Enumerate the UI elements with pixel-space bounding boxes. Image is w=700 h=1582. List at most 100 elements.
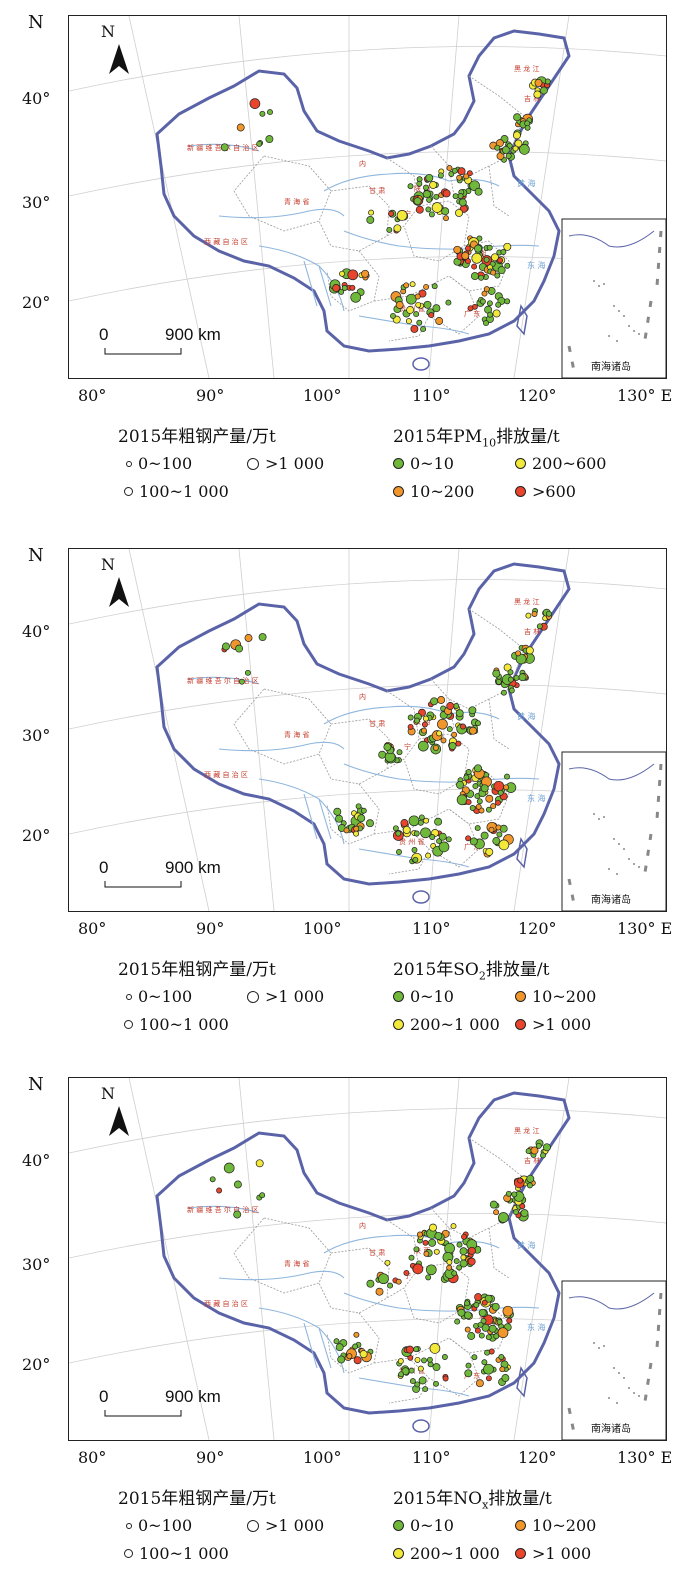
svg-text:西 藏 自 治 区: 西 藏 自 治 区 bbox=[204, 770, 248, 779]
plant-point bbox=[418, 814, 425, 821]
svg-text:黄 海: 黄 海 bbox=[517, 1240, 536, 1250]
svg-text:陕 西: 陕 西 bbox=[414, 1246, 430, 1255]
plant-point bbox=[420, 827, 431, 839]
province-boundaries bbox=[233, 1137, 525, 1404]
plant-point bbox=[397, 1358, 404, 1365]
scale-distance: 900 km bbox=[165, 325, 221, 344]
plant-point bbox=[463, 774, 470, 781]
plant-point bbox=[451, 1270, 458, 1277]
plant-point bbox=[426, 196, 433, 203]
plant-point bbox=[445, 299, 452, 306]
plant-point bbox=[507, 669, 514, 676]
emission-class-4: >600 bbox=[515, 482, 576, 501]
lat-label-20: 20° bbox=[22, 1355, 51, 1374]
plant-point bbox=[465, 1362, 472, 1369]
plant-point bbox=[395, 1278, 402, 1285]
plant-point bbox=[420, 326, 427, 333]
south-china-sea-inset bbox=[561, 218, 666, 378]
north-arrow-icon bbox=[109, 577, 129, 607]
plant-point bbox=[475, 720, 481, 727]
plant-point bbox=[455, 709, 464, 718]
plant-point bbox=[458, 198, 467, 207]
svg-text:黑 龙 江: 黑 龙 江 bbox=[514, 597, 539, 606]
plant-point bbox=[485, 1375, 492, 1382]
lon-label-120: 120° bbox=[518, 1448, 557, 1467]
plant-point bbox=[366, 1279, 375, 1288]
plant-point bbox=[459, 1259, 468, 1268]
plant-point bbox=[453, 703, 460, 709]
plant-point bbox=[416, 1231, 423, 1238]
plant-point bbox=[428, 1238, 437, 1247]
plant-point bbox=[267, 109, 273, 116]
svg-text:西 藏 自 治 区: 西 藏 自 治 区 bbox=[204, 237, 248, 246]
plant-point bbox=[366, 215, 375, 224]
plant-point bbox=[441, 1354, 448, 1360]
svg-text:吉 林: 吉 林 bbox=[524, 94, 540, 103]
rivers bbox=[188, 676, 540, 868]
map-panel-1: N 40° 30° 20° bbox=[0, 0, 700, 520]
plant-point bbox=[474, 244, 482, 253]
province-labels: 新 疆 维 吾 尔 自 治 区 西 藏 自 治 区 青 海 省 内 甘 肃 宁 … bbox=[187, 64, 540, 318]
plant-point bbox=[503, 784, 510, 791]
plant-point bbox=[471, 263, 478, 270]
emission-class-2: 10~200 bbox=[515, 1516, 596, 1535]
plant-point bbox=[353, 1356, 362, 1365]
plant-point bbox=[421, 1357, 427, 1364]
plant-point bbox=[414, 293, 421, 300]
plant-point bbox=[474, 764, 482, 773]
plant-point bbox=[355, 803, 362, 810]
medium-circle-icon bbox=[124, 1549, 133, 1558]
plant-point bbox=[497, 1327, 509, 1339]
plant-point bbox=[378, 1273, 389, 1285]
plant-point bbox=[416, 176, 423, 183]
plant-point bbox=[335, 1343, 344, 1352]
lat-label-40: 40° bbox=[22, 622, 51, 641]
plant-point bbox=[352, 1343, 359, 1350]
north-arrow-label: N bbox=[101, 555, 115, 574]
plant-point bbox=[477, 1321, 484, 1328]
north-arrow-icon bbox=[109, 1106, 129, 1136]
lon-label-80: 80° bbox=[78, 1448, 107, 1467]
svg-text:黄 海: 黄 海 bbox=[517, 711, 536, 721]
small-circle-icon bbox=[126, 460, 132, 467]
plant-point bbox=[426, 1356, 433, 1363]
plant-point bbox=[478, 1308, 487, 1317]
plant-point bbox=[349, 284, 356, 291]
plant-point bbox=[467, 1332, 476, 1340]
lon-label-90: 90° bbox=[196, 919, 225, 938]
plant-point bbox=[425, 173, 434, 182]
inset-label: 南海诸岛 bbox=[591, 1424, 631, 1435]
plant-point bbox=[220, 143, 229, 152]
plant-point bbox=[498, 1212, 509, 1223]
plant-point bbox=[474, 1327, 481, 1334]
plant-point bbox=[422, 190, 431, 199]
svg-text:青 海 省: 青 海 省 bbox=[284, 197, 309, 206]
plant-point bbox=[490, 253, 499, 262]
plant-point bbox=[423, 817, 430, 824]
plant-point bbox=[501, 1374, 510, 1382]
svg-text:黑 龙 江: 黑 龙 江 bbox=[514, 1126, 539, 1135]
plant-point bbox=[470, 272, 479, 281]
scale-zero: 0 bbox=[99, 325, 109, 344]
lon-label-110: 110° bbox=[412, 919, 451, 938]
plant-point bbox=[431, 202, 443, 213]
plant-point bbox=[499, 1366, 506, 1373]
plant-point bbox=[407, 183, 414, 190]
plant-point bbox=[474, 187, 483, 196]
plant-point bbox=[463, 1311, 472, 1320]
svg-text:广 东: 广 东 bbox=[464, 309, 480, 318]
plant-point bbox=[259, 1192, 266, 1199]
lon-label-110: 110° bbox=[412, 1448, 451, 1467]
north-arrow-icon bbox=[109, 44, 129, 74]
plant-point bbox=[456, 780, 464, 789]
svg-text:陕 西: 陕 西 bbox=[414, 184, 430, 193]
plant-point bbox=[536, 623, 543, 630]
plant-point bbox=[526, 1182, 533, 1189]
plant-point bbox=[500, 689, 507, 696]
plant-point bbox=[440, 737, 447, 744]
lon-label-100: 100° bbox=[303, 386, 342, 405]
plant-point bbox=[256, 140, 263, 147]
svg-text:东 海: 东 海 bbox=[527, 260, 546, 270]
plant-point bbox=[459, 1247, 468, 1256]
plant-point bbox=[461, 1233, 467, 1240]
